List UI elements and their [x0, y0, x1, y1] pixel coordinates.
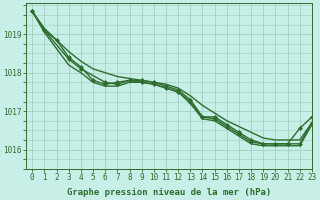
X-axis label: Graphe pression niveau de la mer (hPa): Graphe pression niveau de la mer (hPa) — [67, 188, 271, 197]
